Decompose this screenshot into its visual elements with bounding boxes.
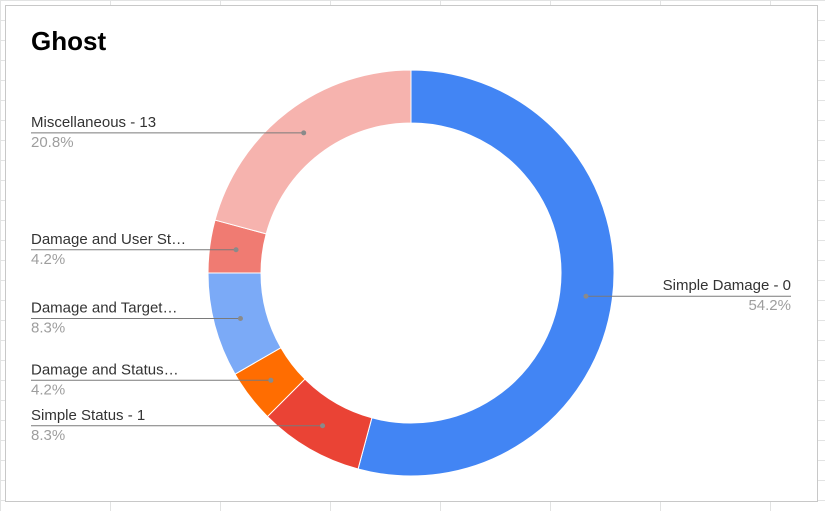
slice-label-simple-damage-0: Simple Damage - 0 [663, 277, 791, 294]
slice-labels: Simple Damage - 0 54.2% Simple Status - 1 8… [31, 114, 791, 444]
donut-slices [207, 69, 615, 477]
leader-lines [31, 130, 791, 429]
leader-dot-simple-status-1 [320, 423, 326, 429]
slice-percent-damage-and-status: 4.2% [31, 381, 65, 398]
slice-percent-simple-status-1: 8.3% [31, 427, 65, 444]
slice-miscellaneous-13[interactable] [214, 69, 412, 235]
chart-title: Ghost [31, 26, 107, 56]
slice-label-simple-status-1: Simple Status - 1 [31, 407, 145, 424]
leader-dot-damage-and-status [268, 377, 274, 383]
slice-percent-damage-and-target: 8.3% [31, 320, 65, 337]
slice-simple-damage-0[interactable] [357, 69, 615, 477]
slice-label-damage-and-target: Damage and Target… [31, 300, 177, 317]
slice-percent-damage-and-user-st: 4.2% [31, 251, 65, 268]
slice-label-damage-and-user-st: Damage and User St… [31, 231, 186, 248]
slice-percent-simple-damage-0: 54.2% [748, 297, 791, 314]
slice-label-damage-and-status: Damage and Status… [31, 361, 179, 378]
slice-percent-miscellaneous-13: 20.8% [31, 134, 74, 151]
leader-dot-damage-and-target [237, 316, 243, 322]
leader-dot-miscellaneous-13 [301, 130, 307, 136]
slice-label-miscellaneous-13: Miscellaneous - 13 [31, 114, 156, 131]
leader-dot-simple-damage-0 [583, 293, 589, 299]
leader-dot-damage-and-user-st [233, 247, 239, 253]
